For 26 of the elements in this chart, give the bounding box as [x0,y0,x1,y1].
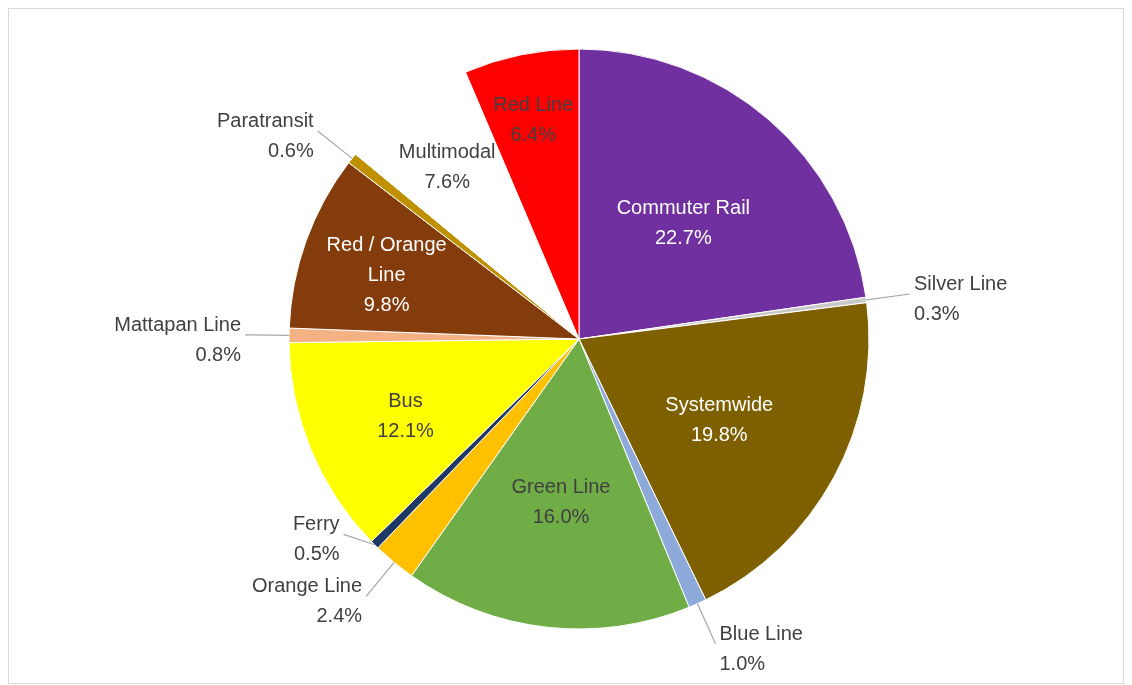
data-label: 7.6% [424,170,471,193]
data-label: 2.4% [316,604,363,627]
data-label: 12.1% [377,418,435,441]
slice-label: Silver Line [913,272,1008,295]
slice-label: Green Line [511,475,611,498]
slice-label: Commuter Rail [616,196,751,219]
slice-label: Red / Orange Line [326,232,447,285]
data-label: 6.4% [510,122,557,145]
slice-label: Bus [388,388,423,411]
slice-label: Orange Line [252,574,363,597]
data-label: 0.8% [195,342,242,365]
data-label: 0.3% [913,302,960,325]
slice-label: Paratransit [216,108,315,131]
slice-label: Systemwide [665,392,774,415]
slice-label: Mattapan Line [114,312,242,335]
data-label: 16.0% [532,505,590,528]
data-label: 0.5% [293,542,340,565]
slice-label: Red Line [493,92,574,115]
data-label: 0.6% [268,138,314,161]
slice-label: Ferry [292,512,340,535]
data-label: 22.7% [654,226,712,249]
data-label: 19.8% [690,422,748,445]
data-label: 9.8% [363,292,410,315]
slice-label: Blue Line [719,621,803,644]
data-label: 1.0% [719,651,766,674]
slice-label: Multimodal [398,140,496,163]
